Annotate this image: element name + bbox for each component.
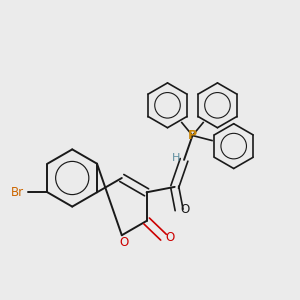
Text: O: O (120, 236, 129, 249)
Text: O: O (166, 231, 175, 244)
Text: O: O (180, 203, 189, 216)
Text: Br: Br (11, 186, 24, 199)
Text: H: H (172, 153, 181, 163)
Text: P: P (188, 129, 197, 142)
